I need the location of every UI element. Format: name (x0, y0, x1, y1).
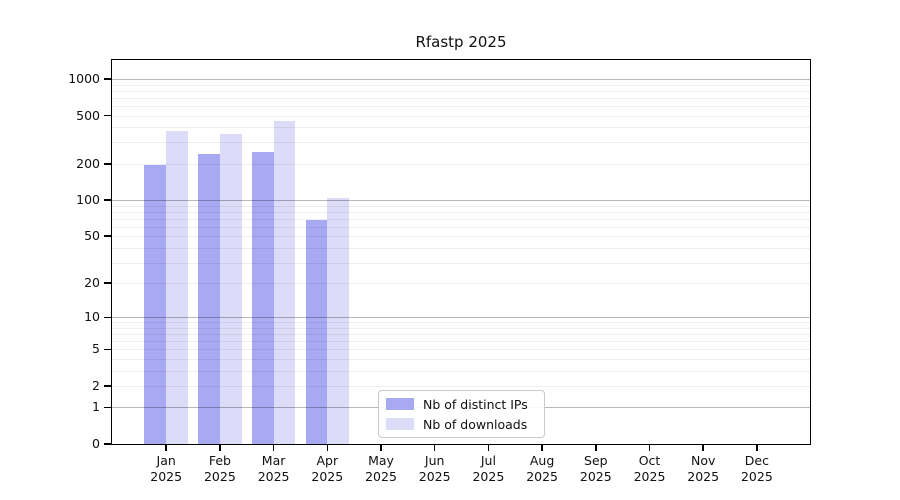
x-tick-label-jul: Jul 2025 (472, 453, 505, 484)
bar-distinct-ips-feb (198, 154, 220, 444)
y-tick-label-5: 5 (92, 341, 100, 357)
minor-gridline-700 (112, 97, 810, 99)
x-tick-label-mar: Mar 2025 (257, 453, 290, 484)
x-tick-label-oct: Oct 2025 (633, 453, 666, 484)
y-tick-20 (104, 282, 112, 284)
x-tick-label-nov: Nov 2025 (687, 453, 720, 484)
x-tick-label-may: May 2025 (365, 453, 397, 484)
bar-distinct-ips-apr (305, 220, 328, 444)
legend: Nb of distinct IPs Nb of downloads (378, 390, 545, 438)
y-tick-label-2: 2 (92, 377, 100, 393)
minor-gridline-3 (112, 370, 810, 372)
plot-area (111, 59, 811, 445)
x-tick-label-jun: Jun 2025 (418, 453, 451, 484)
x-tick-label-apr: Apr 2025 (311, 453, 344, 484)
x-tick-label-jan: Jan 2025 (150, 453, 183, 484)
chart-title: Rfastp 2025 (415, 33, 507, 51)
y-tick-5 (104, 348, 112, 351)
legend-item-distinct-ips: Nb of distinct IPs (386, 396, 544, 413)
x-tick-sep (595, 444, 597, 451)
minor-gridline-900 (112, 84, 810, 86)
x-tick-oct (648, 444, 651, 451)
x-tick-label-dec: Dec 2025 (740, 453, 773, 484)
x-tick-jan (165, 444, 167, 451)
y-tick-label-20: 20 (84, 275, 100, 291)
minor-gridline-9 (112, 322, 810, 324)
y-tick-10 (104, 316, 112, 319)
legend-item-downloads: Nb of downloads (386, 416, 544, 433)
minor-gridline-6 (112, 341, 810, 343)
y-tick-label-0: 0 (92, 436, 100, 451)
x-tick-dec (756, 444, 758, 451)
major-gridline-10 (112, 317, 810, 319)
legend-label-distinct-ips: Nb of distinct IPs (423, 396, 528, 412)
minor-gridline-60 (112, 226, 810, 228)
minor-gridline-50 (112, 236, 810, 238)
y-tick-200 (104, 163, 112, 165)
minor-gridline-500 (112, 115, 810, 117)
legend-swatch-downloads-icon (386, 418, 414, 430)
gridlines-layer (112, 60, 810, 444)
minor-gridline-90 (112, 205, 810, 207)
minor-gridline-20 (112, 283, 810, 285)
y-tick-label-100: 100 (76, 192, 100, 208)
bar-downloads-apr (327, 197, 350, 444)
bar-downloads-feb (219, 134, 242, 444)
y-tick-500 (104, 114, 112, 117)
minor-gridline-5 (112, 349, 810, 351)
y-tick-label-500: 500 (76, 107, 100, 123)
x-tick-jun (433, 444, 436, 451)
minor-gridline-300 (112, 142, 810, 144)
minor-gridline-200 (112, 163, 810, 165)
minor-gridline-40 (112, 247, 810, 249)
y-tick-0 (104, 443, 112, 445)
minor-gridline-30 (112, 262, 810, 264)
y-tick-label-200: 200 (76, 155, 100, 171)
x-tick-mar (272, 444, 275, 451)
major-gridline-1000 (112, 78, 810, 80)
x-tick-feb (219, 444, 221, 451)
minor-gridline-70 (112, 218, 810, 220)
x-tick-label-sep: Sep 2025 (579, 453, 612, 484)
minor-gridline-80 (112, 211, 810, 213)
legend-swatch-distinct-ips-icon (386, 398, 414, 410)
major-gridline-100 (112, 200, 810, 202)
bar-downloads-mar (273, 121, 296, 444)
minor-gridline-400 (112, 127, 810, 129)
minor-gridline-4 (112, 358, 810, 360)
x-tick-label-aug: Aug 2025 (526, 453, 558, 484)
x-tick-label-feb: Feb 2025 (203, 453, 236, 484)
bar-downloads-jan (166, 131, 188, 444)
y-tick-label-50: 50 (84, 228, 100, 244)
y-tick-1 (104, 406, 112, 409)
y-tick-50 (104, 235, 112, 237)
x-tick-aug (541, 444, 543, 451)
bar-distinct-ips-jan (144, 165, 167, 444)
y-tick-label-1000: 1000 (68, 70, 100, 86)
minor-gridline-600 (112, 105, 810, 107)
x-tick-nov (702, 444, 704, 451)
y-tick-100 (104, 199, 112, 201)
x-tick-apr (326, 444, 329, 451)
y-tick-1000 (104, 78, 112, 80)
bars-layer (112, 60, 810, 444)
x-tick-may (380, 444, 382, 451)
minor-gridline-800 (112, 90, 810, 92)
legend-label-downloads: Nb of downloads (423, 416, 528, 432)
minor-gridline-2 (112, 385, 810, 387)
minor-gridline-7 (112, 334, 810, 336)
bar-distinct-ips-mar (251, 151, 274, 444)
y-tick-label-1: 1 (92, 399, 100, 415)
y-tick-2 (104, 385, 112, 387)
y-tick-label-10: 10 (84, 309, 100, 325)
minor-gridline-8 (112, 327, 810, 329)
x-tick-jul (487, 444, 490, 451)
